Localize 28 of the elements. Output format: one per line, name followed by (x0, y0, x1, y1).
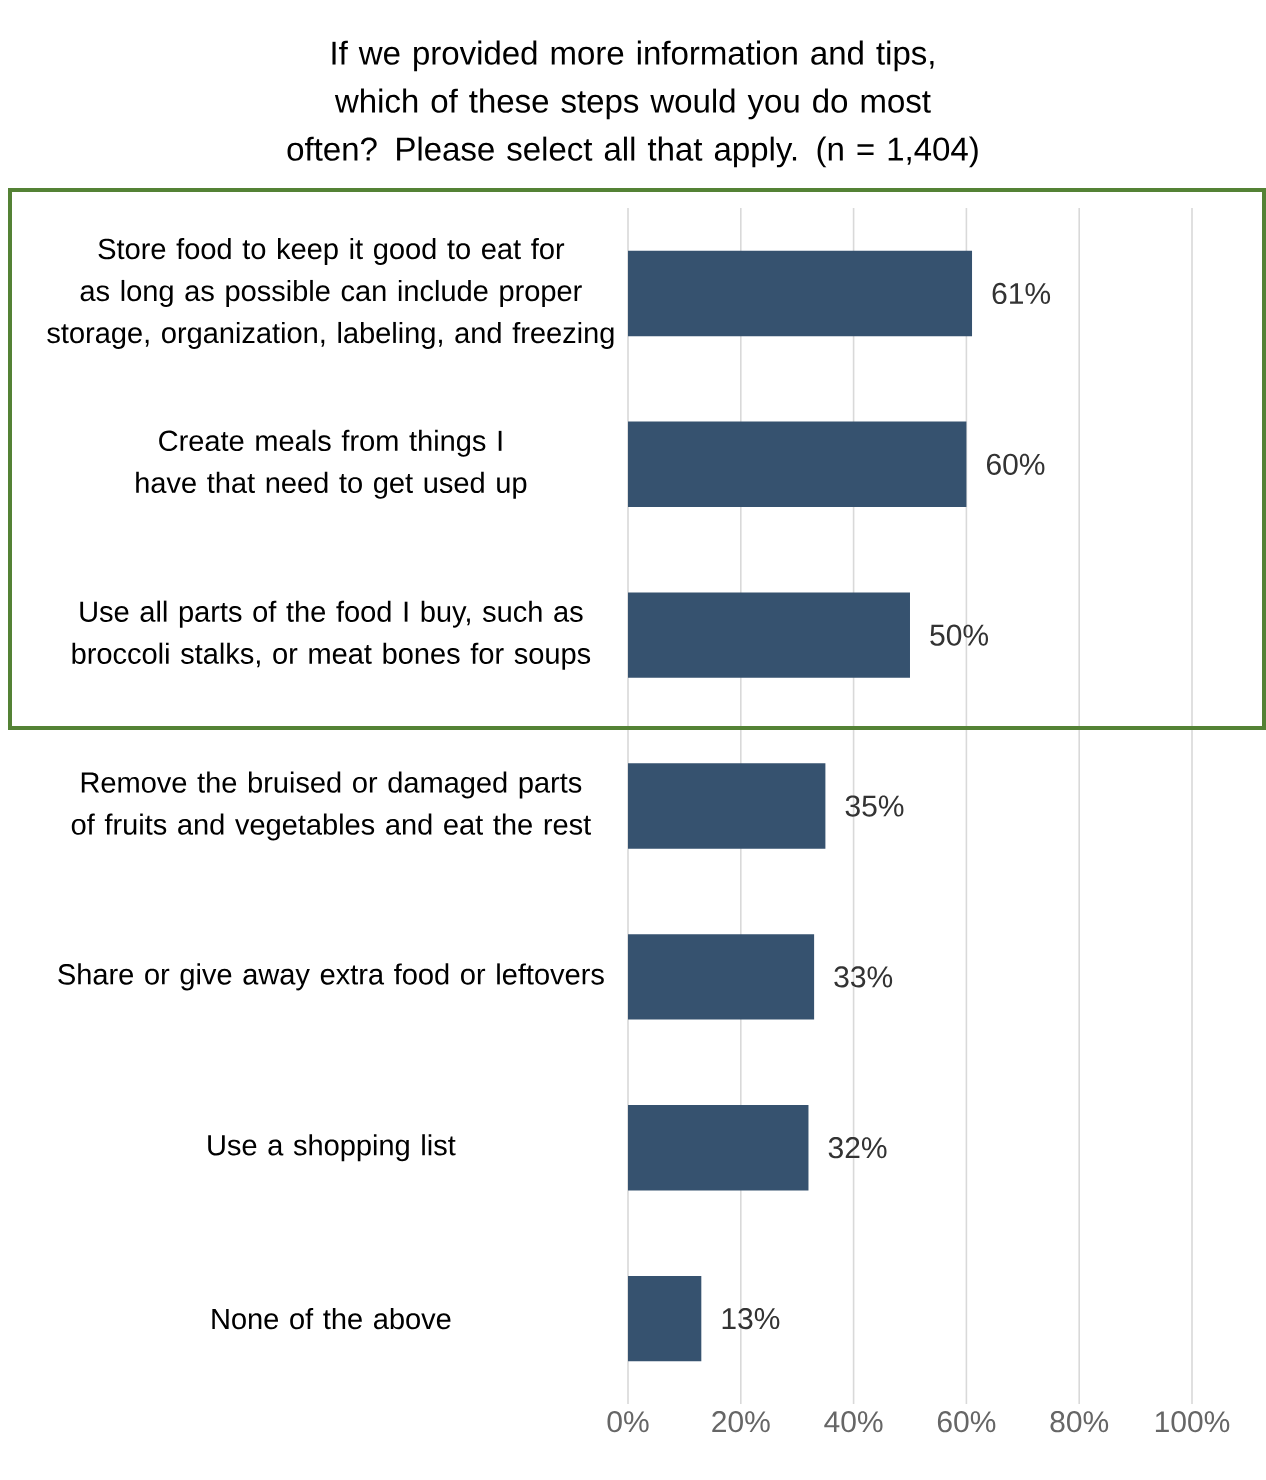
bar (628, 592, 910, 678)
data-label: 33% (834, 966, 893, 988)
y-tick-label: Use a shopping list (208, 1134, 456, 1162)
bar (628, 250, 973, 337)
bar (628, 934, 815, 1020)
y-tick-label: Share or give away extra food or leftovers (58, 963, 604, 991)
bar (628, 421, 967, 508)
y-tick-label: Remove the bruised or damaged parts of fruits and vegetables and eat the rest (71, 771, 591, 841)
data-label: 35% (845, 795, 904, 817)
data-label: 61% (992, 282, 1051, 305)
x-tick-label: 60% (937, 1411, 996, 1433)
bar (628, 1105, 809, 1191)
y-tick-label: None of the above (212, 1307, 451, 1330)
y-tick-label: Store food to keep it good to eat for as long as possible can include proper storage, organization, labeling, and freezing (47, 237, 614, 349)
y-tick-label: Use all parts of the food I buy, such as broccoli stalks, or meat bones for soups (72, 600, 591, 670)
x-tick-label: 20% (712, 1411, 770, 1433)
chart-title: If we provided more information and tips, which of these steps would you do most often? Please select all that apply. (n = 1,404) (287, 40, 978, 168)
x-tick-label: 100% (1155, 1411, 1230, 1433)
x-tick-label: 80% (1050, 1411, 1109, 1433)
y-tick-label: Create meals from things I have that need to get used up (136, 429, 527, 499)
data-label: 50% (930, 624, 989, 646)
bar (628, 763, 826, 849)
x-tick-label: 0% (607, 1411, 649, 1433)
data-label: 13% (722, 1307, 780, 1330)
x-tick-label: 40% (824, 1411, 883, 1433)
data-label: 32% (828, 1137, 887, 1159)
data-label: 60% (987, 453, 1045, 475)
bar (628, 1275, 702, 1362)
